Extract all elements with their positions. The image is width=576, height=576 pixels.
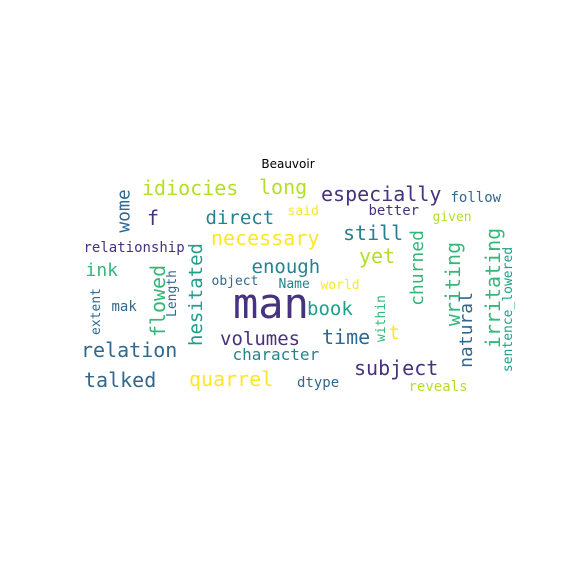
cloud-word: long — [259, 175, 308, 199]
cloud-word: object — [211, 273, 259, 289]
cloud-word: man — [233, 279, 309, 328]
cloud-word: still — [343, 221, 404, 245]
figure-title: Beauvoir — [261, 157, 315, 171]
cloud-word: talked — [84, 368, 157, 392]
cloud-word: necessary — [211, 226, 320, 250]
cloud-word: relation — [81, 338, 178, 362]
cloud-word: relationship — [83, 240, 185, 256]
cloud-word: character — [232, 345, 320, 364]
cloud-word: idiocies — [142, 176, 239, 200]
cloud-word: f — [147, 206, 160, 230]
word-cloud: man especially idiocies long wome f direct foll… — [75, 175, 516, 397]
cloud-word: especially — [321, 182, 442, 206]
cloud-word: quarrel — [189, 367, 274, 391]
cloud-word: ink — [85, 260, 119, 281]
cloud-word: wome — [113, 189, 135, 233]
cloud-word: dtype — [297, 375, 340, 391]
cloud-word: subject — [354, 356, 439, 380]
cloud-word: book — [307, 297, 353, 320]
cloud-word: volumes — [220, 327, 301, 350]
cloud-word: Length — [164, 269, 180, 317]
cloud-word: yet — [359, 244, 396, 268]
cloud-word: reveals — [408, 379, 468, 395]
cloud-word: enough — [251, 255, 321, 278]
cloud-word: churned — [406, 230, 428, 306]
cloud-word: t — [388, 321, 400, 344]
cloud-word: within — [373, 294, 389, 342]
cloud-word: mak — [111, 299, 137, 315]
cloud-word: better — [368, 203, 420, 219]
cloud-word: follow — [450, 190, 502, 206]
cloud-word: world — [320, 277, 360, 293]
cloud-word: time — [322, 325, 371, 349]
cloud-word: extent — [88, 287, 104, 335]
cloud-word: Name — [278, 276, 310, 292]
cloud-word: natural — [455, 292, 477, 368]
cloud-word: direct — [205, 206, 275, 229]
cloud-word: hesitated — [184, 242, 207, 346]
cloud-word: given — [432, 209, 472, 225]
cloud-word: said — [287, 203, 319, 219]
cloud-word: sentence_lowered — [500, 246, 516, 372]
